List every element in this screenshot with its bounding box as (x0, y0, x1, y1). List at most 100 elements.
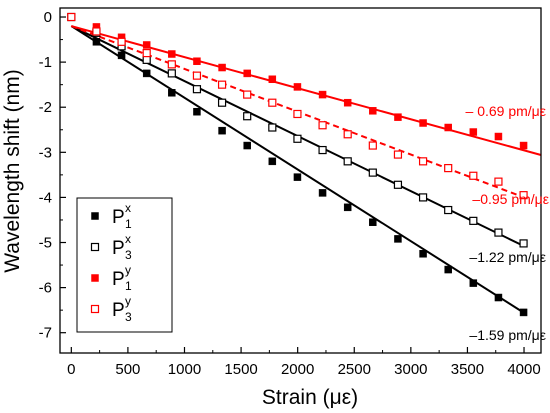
x-tick-label: 2000 (281, 361, 314, 378)
legend-label-main: P (112, 269, 125, 290)
point-P1x (92, 38, 101, 46)
y-tick-label: -2 (39, 99, 52, 116)
point-P1x (268, 157, 277, 166)
point-P1x (469, 279, 478, 287)
point-P1y (519, 141, 528, 150)
point-P1x (394, 235, 402, 243)
point-P3x (469, 216, 478, 225)
point-P1x (519, 308, 528, 317)
plot-frame (59, 7, 542, 354)
point-P3x (192, 85, 202, 94)
point-P3y (217, 80, 227, 89)
legend-label-superscript: y (125, 294, 131, 308)
x-tick-label: 1500 (224, 361, 257, 378)
y-tick-label: -3 (39, 144, 52, 161)
point-P3x (167, 69, 176, 78)
legend-label-superscript: x (125, 201, 131, 215)
point-P3y (444, 163, 453, 173)
point-P1y (243, 69, 251, 78)
point-P1x (419, 250, 427, 258)
point-P1x (318, 189, 327, 197)
point-P3y (117, 37, 126, 46)
point-P1x (117, 51, 126, 60)
legend-label-subscript: 1 (125, 217, 132, 231)
point-P1y (293, 83, 302, 91)
point-P3y (92, 27, 101, 36)
y-tick-label: -6 (39, 280, 52, 297)
point-P3y (318, 121, 327, 130)
point-P3y (368, 141, 377, 150)
point-P3y (268, 98, 277, 107)
x-tick-label: 0 (67, 361, 75, 378)
point-P1y (268, 75, 277, 84)
legend-label-main: P (112, 300, 125, 321)
point-P3x (494, 228, 503, 237)
legend-label-subscript: 3 (125, 310, 132, 324)
point-P3x (142, 55, 151, 64)
x-tick-label: 2500 (338, 361, 371, 378)
point-P3y (418, 157, 428, 166)
legend-marker-P1x (91, 212, 99, 220)
axis-layer: 0 500 1000 1500 2000 2500 3000 3500 4000 0 -1 -2 -3 -… (39, 7, 542, 378)
point-P3y (67, 12, 76, 22)
point-P1x (293, 173, 302, 181)
point-P3y (192, 71, 202, 80)
point-P3x (268, 123, 277, 132)
y-tick-label: 0 (44, 9, 52, 26)
legend-label-P3y: Py 3 (112, 294, 132, 324)
y-tick-label: -4 (39, 189, 52, 206)
slope-label-P3y: –0.95 pm/με (472, 191, 549, 207)
point-P3x (393, 180, 403, 189)
point-P3y (243, 90, 252, 99)
point-P1y (394, 113, 402, 121)
legend-label-main: P (112, 238, 125, 259)
legend-label-main: P (112, 207, 125, 228)
point-P1y (193, 57, 201, 65)
point-P1x (142, 69, 151, 78)
legend-marker-P3y (90, 304, 100, 314)
point-P3y (167, 60, 176, 69)
y-tick-label: -7 (39, 325, 52, 342)
point-P3x (217, 98, 227, 107)
y-axis-label: Wavelength shift (nm) (1, 69, 24, 272)
point-P1y (318, 90, 327, 99)
legend-label-P1y: Py 1 (112, 263, 132, 293)
y-tick-label: -1 (39, 54, 52, 71)
point-P1y (494, 132, 503, 141)
legend-label-superscript: x (125, 232, 131, 246)
point-P3x (444, 205, 453, 215)
legend-label-subscript: 3 (125, 248, 132, 262)
slope-label-P1x: –1.59 pm/με (469, 327, 546, 343)
x-tick-label: 3500 (451, 361, 484, 378)
point-P3x (243, 112, 252, 121)
point-P3x (368, 168, 377, 177)
x-tick-label: 1000 (168, 361, 201, 378)
point-P1y (419, 119, 427, 127)
point-P3y (293, 109, 302, 119)
point-P1y (369, 107, 377, 115)
point-P3y (494, 177, 503, 186)
point-P1y (469, 128, 478, 136)
point-P1y (142, 41, 151, 49)
point-P1y (168, 50, 176, 58)
point-P3y (343, 130, 352, 139)
x-tick-label: 4000 (507, 361, 540, 378)
data-layer (67, 12, 542, 317)
legend-label-superscript: y (125, 263, 131, 277)
point-P1x (494, 293, 503, 302)
x-axis-label: Strain (με) (262, 386, 358, 409)
point-P3x (418, 193, 428, 202)
point-P3y (469, 171, 478, 180)
legend-label-P1x: Px 1 (112, 201, 132, 231)
y-tick-label: -5 (39, 235, 52, 252)
x-tick-label: 3000 (394, 361, 427, 378)
slope-label-P3x: –1.22 pm/με (469, 249, 546, 265)
point-P3x (293, 134, 302, 143)
point-P3x (343, 157, 352, 166)
point-P3x (519, 239, 528, 248)
point-P1x (243, 141, 251, 150)
x-tick-label: 500 (115, 361, 140, 378)
legend-marker-P3x (90, 242, 100, 252)
point-P1x (168, 89, 176, 97)
